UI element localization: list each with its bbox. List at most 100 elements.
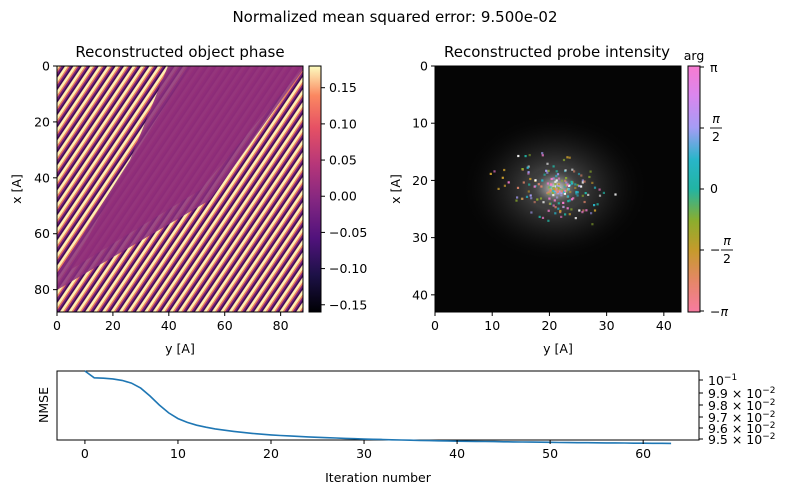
- probe-speckle-dot: [547, 209, 550, 212]
- probe-speckle-dot: [573, 170, 576, 173]
- colorbar-tick-label: −0.10: [329, 261, 367, 276]
- object-phase-frame: [56, 65, 304, 313]
- svg-text:2: 2: [712, 129, 720, 144]
- probe-speckle-dot: [561, 179, 564, 182]
- probe-speckle-dot: [541, 179, 544, 182]
- probe-speckle-dot: [571, 168, 574, 171]
- probe-speckle-dot: [547, 192, 550, 195]
- probe-speckle-dot: [557, 177, 561, 180]
- colorbar-tick-label: 0.00: [329, 189, 357, 204]
- y-tick-label: 80: [34, 282, 50, 297]
- probe-speckle-dot: [568, 184, 571, 187]
- probe-speckle-dot: [497, 187, 500, 190]
- y2-tick-2: 9.9 × 10−2: [708, 386, 776, 401]
- x-tick-label: 20: [105, 318, 121, 333]
- probe-speckle-dot: [583, 200, 586, 204]
- probe-speckle-dot: [568, 199, 571, 202]
- probe-speckle-dot: [533, 201, 536, 204]
- probe-speckle-dot: [562, 190, 566, 194]
- x-tick-label: 40: [656, 318, 672, 333]
- probe-speckle-dot: [575, 190, 578, 194]
- object-phase-title: Reconstructed object phase: [75, 43, 284, 61]
- nmse-line: [84, 370, 672, 445]
- probe-speckle-dot: [555, 179, 558, 182]
- probe-speckle-dot: [553, 188, 556, 191]
- x-tick-label: 30: [599, 318, 615, 333]
- probe-speckle-dot: [582, 209, 585, 212]
- x-tick-label: 60: [217, 318, 233, 333]
- cb-tick-neg-half-pi: − π 2: [710, 233, 733, 266]
- probe-speckle-dot: [546, 171, 549, 174]
- probe-speckle-dot: [583, 180, 586, 183]
- colorbar-tick-label: 0.05: [329, 153, 357, 168]
- probe-speckle-dot: [570, 198, 574, 201]
- probe-speckle-dot: [534, 179, 537, 182]
- probe-speckle-dot: [546, 182, 549, 185]
- cb-tick-half-pi: π 2: [710, 111, 722, 144]
- y2-tick-4: 9.7 × 10−2: [708, 410, 776, 425]
- probe-speckle-dot: [564, 213, 567, 216]
- probe-speckle-dot: [559, 211, 562, 214]
- probe-speckle-dot: [598, 188, 601, 191]
- probe-speckle-dot: [546, 191, 549, 195]
- probe-speckle-dot: [527, 190, 530, 193]
- svg-text:π: π: [723, 233, 731, 248]
- probe-speckle-dot: [557, 188, 560, 191]
- probe-speckle-dot: [547, 169, 550, 172]
- cb-tick-zero: 0: [710, 181, 718, 196]
- probe-speckle-dot: [557, 192, 560, 195]
- probe-speckle-dot: [529, 194, 532, 197]
- probe-speckle-dot: [526, 166, 529, 169]
- probe-speckle-dot: [558, 190, 561, 193]
- probe-speckle-dot: [598, 194, 602, 197]
- probe-speckle-dot: [585, 209, 588, 212]
- probe-speckle-dot: [528, 154, 531, 157]
- nmse-x-tick-label: 40: [449, 446, 465, 461]
- probe-speckle-dot: [566, 195, 570, 198]
- probe-speckle-dot: [547, 191, 550, 194]
- y-tick-label: 20: [34, 114, 50, 129]
- probe-intensity-xlabel: y [A]: [543, 341, 573, 356]
- probe-speckle-dot: [503, 168, 506, 172]
- probe-speckle-dot: [563, 185, 566, 188]
- probe-speckle-dot: [560, 191, 563, 194]
- probe-speckle-dot: [578, 209, 581, 212]
- probe-speckle-dot: [581, 181, 584, 184]
- probe-speckle-dot: [524, 155, 527, 158]
- object-phase-flat-region-2: [70, 66, 303, 270]
- probe-speckle-dot: [581, 194, 584, 197]
- probe-speckle-dot: [571, 182, 574, 185]
- y-tick-label: 60: [34, 226, 50, 241]
- probe-speckle-dot: [557, 185, 560, 188]
- probe-intensity-frame: [434, 65, 682, 313]
- x-tick-label: 80: [273, 318, 289, 333]
- probe-speckle-dot: [556, 190, 559, 193]
- probe-speckle-dot: [515, 199, 518, 202]
- probe-speckle-dot: [552, 189, 555, 192]
- svg-text:2: 2: [723, 251, 731, 266]
- object-phase-panel: Reconstructed object phase 0 20 40 60 80 0 20…: [9, 43, 367, 356]
- probe-speckle-dot: [521, 197, 524, 200]
- probe-speckle-dot: [552, 177, 555, 180]
- y-tick-label: 40: [34, 170, 50, 185]
- probe-speckle-dot: [545, 169, 548, 172]
- nmse-panel: 0 10 20 30 40 50 60 10−1 9.9 × 10−2 9.8 × 10−2…: [36, 370, 776, 485]
- colorbar-tick-label: −0.15: [329, 297, 367, 312]
- probe-speckle-dot: [568, 213, 571, 216]
- probe-speckle-dot: [567, 188, 570, 191]
- probe-speckle-dot: [552, 204, 555, 207]
- y2-tick-5: 9.6 × 10−2: [708, 421, 776, 436]
- probe-speckle-dot: [557, 202, 560, 205]
- probe-speckle-dot: [555, 170, 558, 173]
- probe-speckle-dot: [530, 197, 533, 200]
- probe-speckle-dot: [556, 186, 559, 189]
- x-tick-label: 10: [484, 318, 500, 333]
- probe-speckle-dot: [543, 173, 546, 176]
- probe-speckle-dot: [569, 190, 572, 194]
- nmse-ylabel: NMSE: [36, 387, 51, 423]
- object-phase-colorbar: [308, 65, 322, 313]
- probe-speckle-dot: [588, 175, 591, 179]
- probe-speckle-dot: [546, 162, 549, 165]
- probe-intensity-ylabel: x [A]: [388, 174, 403, 204]
- y-tick-label: 10: [412, 116, 428, 131]
